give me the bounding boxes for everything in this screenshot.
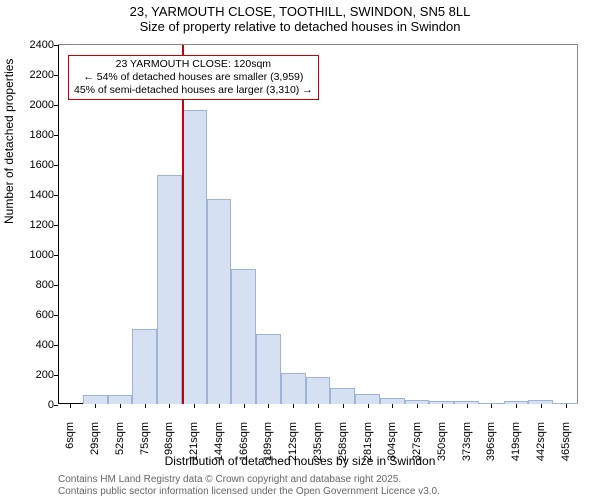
x-tick-mark	[368, 404, 369, 408]
x-tick-mark	[417, 404, 418, 408]
y-tick-label: 0	[20, 399, 54, 411]
x-tick-mark	[70, 404, 71, 408]
histogram-bar	[231, 269, 256, 404]
x-tick-mark	[244, 404, 245, 408]
histogram-bar	[83, 395, 108, 404]
y-tick-mark	[54, 45, 58, 46]
y-tick-mark	[54, 165, 58, 166]
y-tick-mark	[54, 345, 58, 346]
y-tick-label: 1600	[20, 159, 54, 171]
x-tick-mark	[491, 404, 492, 408]
y-axis-label: Number of detached properties	[2, 59, 16, 224]
x-tick-mark	[467, 404, 468, 408]
annotation-box: 23 YARMOUTH CLOSE: 120sqm← 54% of detach…	[68, 55, 319, 100]
y-tick-mark	[54, 195, 58, 196]
chart-title: 23, YARMOUTH CLOSE, TOOTHILL, SWINDON, S…	[0, 4, 600, 34]
y-tick-label: 2200	[20, 69, 54, 81]
y-axis-line	[58, 45, 59, 404]
x-tick-mark	[219, 404, 220, 408]
y-tick-label: 1400	[20, 189, 54, 201]
y-tick-label: 1000	[20, 249, 54, 261]
annotation-line: 23 YARMOUTH CLOSE: 120sqm	[74, 58, 313, 71]
y-tick-mark	[54, 315, 58, 316]
x-tick-mark	[145, 404, 146, 408]
x-tick-mark	[566, 404, 567, 408]
y-tick-mark	[54, 405, 58, 406]
footer-line-2: Contains public sector information licen…	[58, 486, 440, 498]
histogram-bar	[182, 110, 207, 404]
title-line-2: Size of property relative to detached ho…	[0, 19, 600, 34]
y-tick-label: 800	[20, 279, 54, 291]
y-tick-mark	[54, 105, 58, 106]
histogram-bar	[157, 175, 182, 405]
histogram-bar	[355, 394, 380, 405]
y-tick-mark	[54, 225, 58, 226]
x-axis-label: Distribution of detached houses by size …	[0, 454, 600, 468]
y-tick-mark	[54, 75, 58, 76]
histogram-bar	[207, 199, 232, 405]
y-tick-mark	[54, 375, 58, 376]
x-tick-mark	[318, 404, 319, 408]
annotation-line: ← 54% of detached houses are smaller (3,…	[74, 71, 313, 84]
histogram-bar	[256, 334, 281, 405]
y-tick-label: 2000	[20, 99, 54, 111]
x-tick-mark	[120, 404, 121, 408]
x-tick-mark	[392, 404, 393, 408]
title-line-1: 23, YARMOUTH CLOSE, TOOTHILL, SWINDON, S…	[0, 4, 600, 19]
histogram-bar	[281, 373, 306, 405]
footer-attribution: Contains HM Land Registry data © Crown c…	[58, 474, 440, 498]
x-tick-mark	[442, 404, 443, 408]
histogram-bar	[108, 395, 133, 404]
footer-line-1: Contains HM Land Registry data © Crown c…	[58, 474, 440, 486]
x-tick-mark	[293, 404, 294, 408]
x-tick-mark	[169, 404, 170, 408]
y-tick-mark	[54, 255, 58, 256]
x-tick-mark	[343, 404, 344, 408]
histogram-bar	[330, 388, 355, 405]
plot-inner: 0200400600800100012001400160018002000220…	[58, 45, 577, 404]
y-tick-mark	[54, 285, 58, 286]
y-tick-mark	[54, 135, 58, 136]
plot-area: 0200400600800100012001400160018002000220…	[58, 44, 578, 404]
x-tick-mark	[541, 404, 542, 408]
x-tick-mark	[516, 404, 517, 408]
annotation-line: 45% of semi-detached houses are larger (…	[74, 84, 313, 97]
y-tick-label: 1200	[20, 219, 54, 231]
histogram-bar	[306, 377, 331, 404]
y-tick-label: 400	[20, 339, 54, 351]
x-tick-mark	[194, 404, 195, 408]
x-tick-mark	[268, 404, 269, 408]
y-tick-label: 600	[20, 309, 54, 321]
y-tick-label: 2400	[20, 39, 54, 51]
y-tick-label: 200	[20, 369, 54, 381]
y-tick-label: 1800	[20, 129, 54, 141]
x-tick-mark	[95, 404, 96, 408]
histogram-bar	[132, 329, 157, 404]
